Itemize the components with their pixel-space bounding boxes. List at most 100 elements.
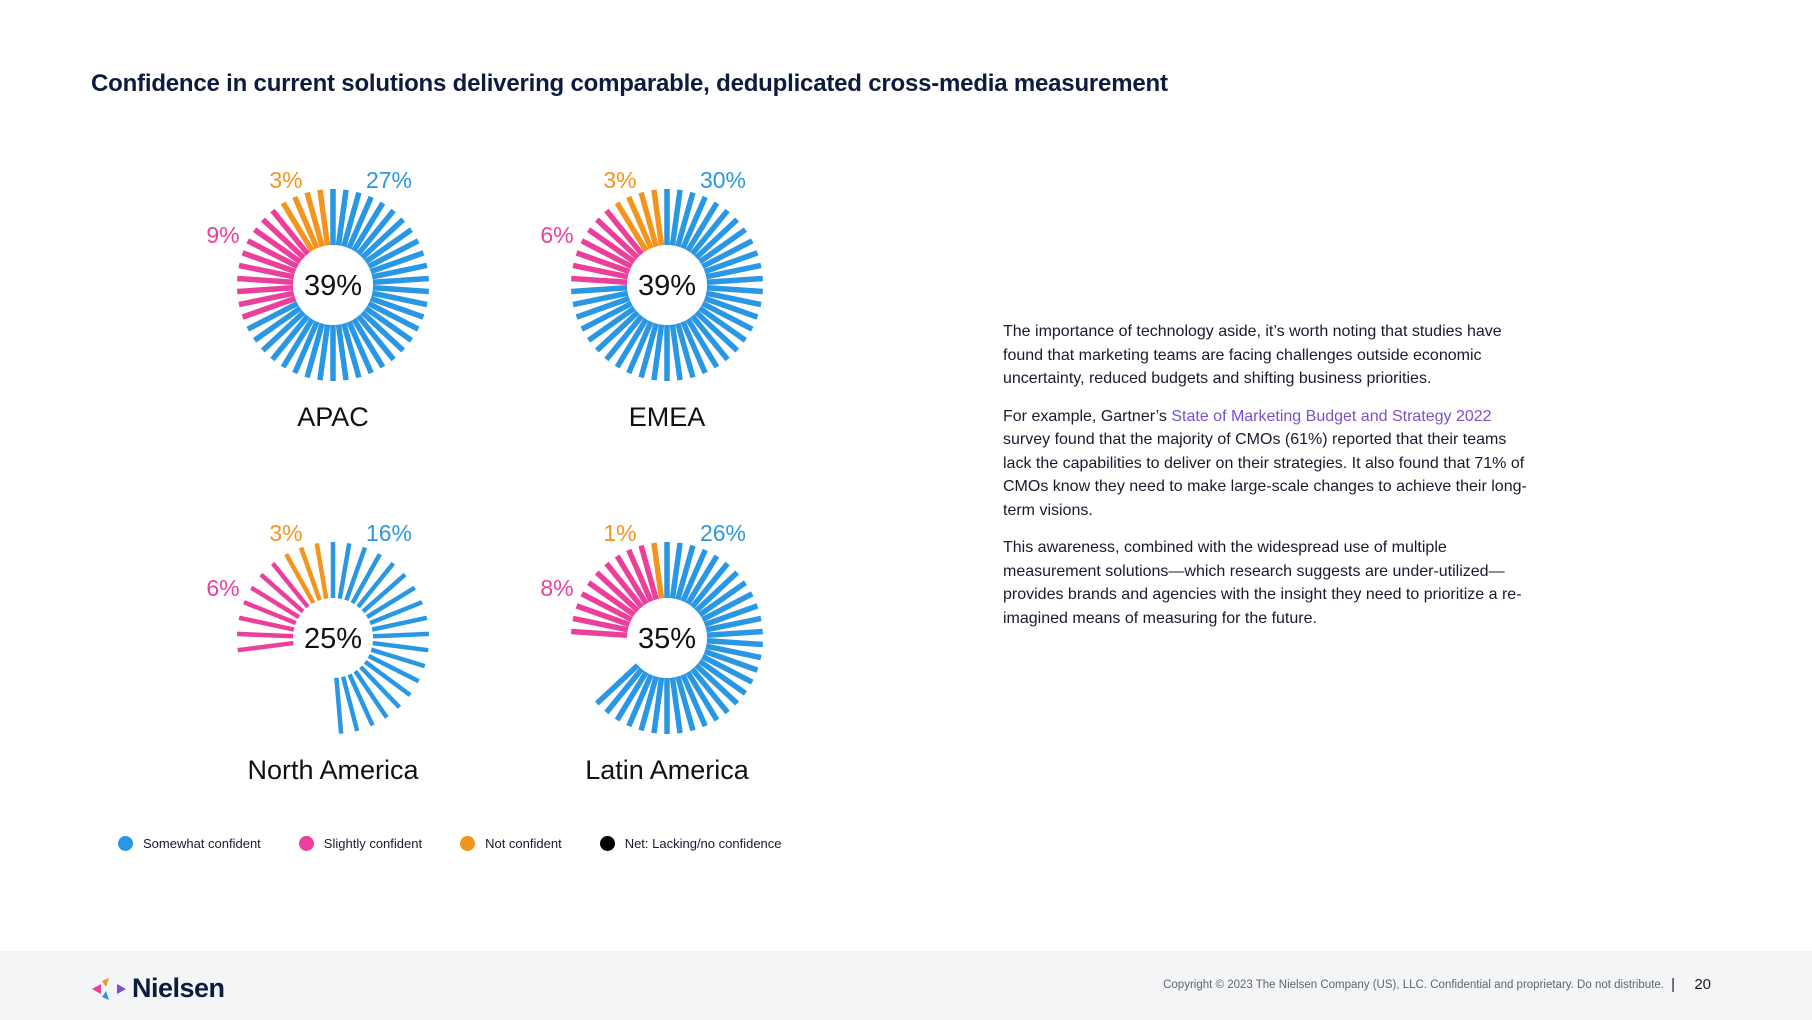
legend-item-not: Not confident	[460, 836, 562, 851]
bar-somewhat	[698, 580, 748, 618]
bar-somewhat	[356, 314, 396, 362]
bar-somewhat	[371, 615, 428, 632]
bar-somewhat	[371, 290, 428, 308]
bar-somewhat	[604, 667, 644, 715]
bar-somewhat	[703, 648, 759, 673]
bar-somewhat	[363, 659, 412, 697]
label-not-confident: 3%	[269, 167, 302, 193]
bar-slightly	[638, 544, 659, 601]
label-somewhat: 16%	[366, 520, 412, 546]
bar-somewhat	[675, 675, 696, 732]
paragraph-1: The importance of technology aside, it’s…	[1003, 323, 1502, 387]
bar-slightly	[250, 585, 301, 619]
bar-somewhat	[335, 324, 349, 381]
bar-slightly	[572, 615, 629, 633]
bar-somewhat	[340, 676, 360, 732]
report-link[interactable]: State of Marketing Budget and Strategy 2…	[1171, 407, 1492, 425]
bar-slightly	[237, 640, 294, 653]
legend-label: Not confident	[485, 836, 562, 851]
bar-somewhat	[369, 250, 425, 275]
bar-slightly	[243, 600, 297, 626]
bar-somewhat	[347, 673, 375, 727]
bar-slightly	[580, 238, 633, 270]
bar-slightly	[614, 554, 649, 606]
bar-not-confident	[614, 201, 649, 253]
label-not-confident: 1%	[603, 520, 636, 546]
bar-not-confident	[298, 546, 322, 602]
label-not-confident: 3%	[269, 520, 302, 546]
page-number: 20	[1694, 976, 1711, 993]
bar-somewhat	[351, 317, 386, 369]
copyright-text: Copyright © 2023 The Nielsen Company (US…	[1163, 979, 1664, 991]
bar-slightly	[238, 262, 295, 280]
bar-somewhat	[341, 191, 362, 248]
bar-slightly	[236, 631, 294, 639]
label-slightly: 8%	[540, 575, 573, 601]
net-value: 39%	[304, 270, 362, 302]
bar-somewhat	[614, 317, 649, 369]
bar-somewhat	[690, 667, 730, 715]
bar-somewhat	[706, 628, 763, 639]
bar-slightly	[575, 603, 631, 628]
bar-somewhat	[638, 675, 659, 732]
bar-somewhat	[651, 677, 665, 734]
label-slightly: 6%	[206, 575, 239, 601]
bar-not-confident	[317, 189, 331, 246]
bar-somewhat	[280, 317, 315, 369]
bar-somewhat	[694, 570, 740, 613]
bar-somewhat	[651, 324, 665, 381]
bar-somewhat	[675, 322, 696, 379]
bar-somewhat	[690, 208, 730, 256]
bar-somewhat	[365, 585, 416, 619]
bar-somewhat	[304, 322, 325, 379]
legend-label: Slightly confident	[323, 836, 423, 851]
legend-item-net: Net: Lacking/no confidence	[599, 836, 782, 851]
bar-not-confident	[314, 543, 329, 599]
bar-somewhat	[680, 195, 708, 250]
bar-somewhat	[260, 310, 306, 353]
region-label: North America	[247, 755, 419, 785]
bar-somewhat	[685, 201, 720, 253]
legend-swatch-slightly	[298, 836, 314, 851]
bar-somewhat	[292, 320, 320, 375]
bar-somewhat	[364, 305, 414, 343]
bar-not-confident	[280, 201, 315, 253]
bar-not-confident	[638, 191, 659, 248]
bar-somewhat	[372, 631, 430, 639]
bar-slightly	[571, 628, 628, 639]
bar-somewhat	[698, 227, 748, 265]
bar-somewhat	[270, 314, 310, 362]
net-value: 35%	[638, 623, 696, 655]
radial-charts: 39% 27% 3% 9% APAC 39% 30% 3% 6% EMEA 25% 16% 3% 6% No…	[206, 167, 763, 785]
bar-somewhat	[350, 553, 382, 605]
bar-somewhat	[367, 300, 420, 332]
bar-slightly	[572, 262, 629, 280]
bar-somewhat	[669, 542, 683, 599]
bar-somewhat	[580, 300, 633, 332]
bar-somewhat	[335, 189, 349, 246]
bar-somewhat	[351, 201, 386, 253]
nielsen-logo: Nielsen	[90, 973, 225, 1004]
bar-somewhat	[694, 217, 740, 260]
bar-somewhat	[372, 275, 429, 286]
bar-somewhat	[575, 295, 631, 320]
bar-somewhat	[669, 677, 683, 734]
bar-somewhat	[685, 670, 720, 722]
bar-somewhat	[701, 238, 754, 270]
label-slightly: 6%	[540, 222, 573, 248]
bar-somewhat	[701, 300, 754, 332]
bar-somewhat	[571, 284, 628, 295]
bar-not-confident	[651, 189, 665, 246]
bar-somewhat	[703, 295, 759, 320]
bar-somewhat	[586, 305, 636, 343]
bar-somewhat	[675, 191, 696, 248]
bar-somewhat	[369, 295, 425, 320]
bar-slightly	[604, 561, 644, 609]
bar-somewhat	[705, 643, 762, 661]
net-value: 39%	[638, 270, 696, 302]
bar-somewhat	[367, 238, 420, 270]
bar-slightly	[238, 290, 295, 308]
bar-somewhat	[353, 669, 389, 719]
label-somewhat: 26%	[700, 520, 746, 546]
bar-somewhat	[680, 548, 708, 603]
